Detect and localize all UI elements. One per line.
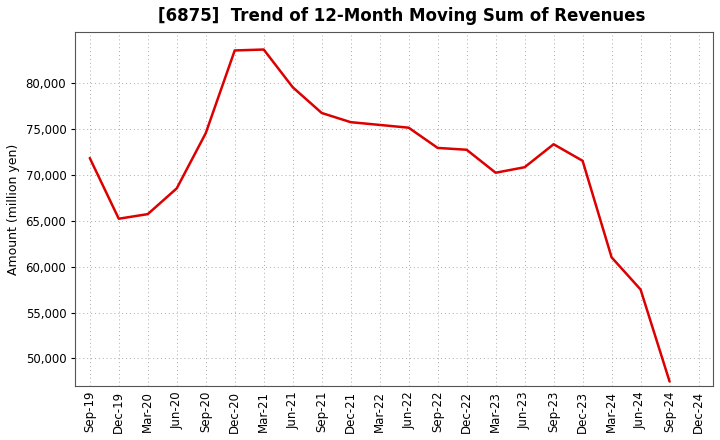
Text: [6875]  Trend of 12-Month Moving Sum of Revenues: [6875] Trend of 12-Month Moving Sum of R… [158, 7, 646, 25]
Y-axis label: Amount (million yen): Amount (million yen) [7, 143, 20, 275]
